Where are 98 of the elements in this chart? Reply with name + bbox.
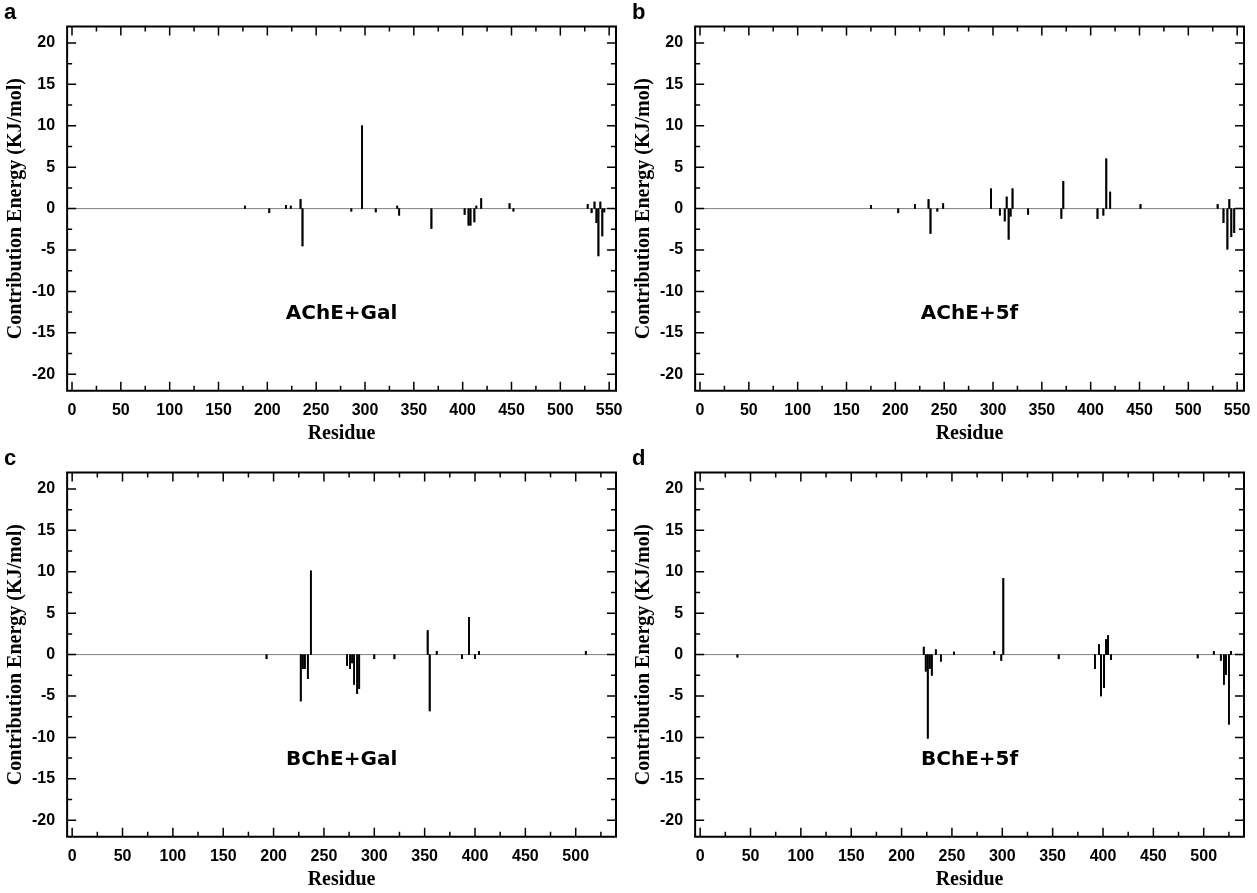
x-tick-label: 350 xyxy=(400,400,428,418)
x-tick-label: 400 xyxy=(461,846,489,864)
x-tick-label: 0 xyxy=(67,846,77,864)
x-tick-label: 100 xyxy=(787,846,815,864)
chart-title: d xyxy=(632,445,646,471)
y-tick-label: 20 xyxy=(665,479,684,497)
x-tick-label: 100 xyxy=(784,400,812,418)
x-tick-label: 450 xyxy=(1126,400,1153,418)
x-tick-label: 100 xyxy=(159,846,187,864)
y-tick-label: 20 xyxy=(37,33,56,51)
x-tick-label: 50 xyxy=(741,846,760,864)
y-tick-label: 15 xyxy=(37,520,56,538)
x-tick-label: 500 xyxy=(1190,846,1218,864)
annotation: AChE+5f xyxy=(920,300,1019,325)
y-tick-label: -5 xyxy=(40,686,56,704)
y-axis-title: Contribution Energy (KJ/mol) xyxy=(3,78,27,340)
y-tick-label: 20 xyxy=(665,33,684,51)
x-tick-label: 300 xyxy=(351,400,379,418)
y-tick-label: -20 xyxy=(660,810,684,828)
y-axis-title: Contribution Energy (KJ/mol) xyxy=(631,524,655,786)
x-tick-label: 300 xyxy=(988,846,1016,864)
y-axis-title: Contribution Energy (KJ/mol) xyxy=(631,78,655,340)
x-tick-label: 200 xyxy=(888,846,916,864)
y-tick-label: 10 xyxy=(37,116,56,134)
x-tick-label: 350 xyxy=(411,846,439,864)
y-axis-title: Contribution Energy (KJ/mol) xyxy=(3,524,27,786)
y-tick-label: 0 xyxy=(674,199,684,217)
y-tick-label: 0 xyxy=(46,645,56,663)
x-axis-title: Residue xyxy=(307,421,376,444)
x-tick-label: 250 xyxy=(302,400,330,418)
x-tick-label: 0 xyxy=(695,846,705,864)
y-tick-label: -10 xyxy=(660,727,684,745)
x-tick-label: 550 xyxy=(1223,400,1251,418)
y-tick-label: 5 xyxy=(46,157,56,175)
y-tick-label: -5 xyxy=(40,240,56,258)
x-axis-title: Residue xyxy=(935,867,1004,890)
y-tick-label: -5 xyxy=(668,686,684,704)
y-tick-label: -15 xyxy=(32,769,56,787)
x-tick-label: 450 xyxy=(498,400,525,418)
x-tick-label: 400 xyxy=(1077,400,1105,418)
x-tick-label: 450 xyxy=(1140,846,1167,864)
x-tick-label: 200 xyxy=(253,400,281,418)
x-tick-label: 100 xyxy=(156,400,184,418)
x-tick-label: 350 xyxy=(1039,846,1067,864)
y-tick-label: 20 xyxy=(37,479,56,497)
x-tick-label: 450 xyxy=(512,846,539,864)
x-tick-label: 250 xyxy=(930,400,958,418)
y-tick-label: 0 xyxy=(46,199,56,217)
annotation: BChE+Gal xyxy=(285,746,398,771)
chart-title: a xyxy=(4,0,17,25)
x-tick-label: 400 xyxy=(1089,846,1117,864)
y-tick-label: 5 xyxy=(674,603,684,621)
x-tick-label: 300 xyxy=(979,400,1007,418)
y-tick-label: 15 xyxy=(665,520,684,538)
y-tick-label: -15 xyxy=(32,323,56,341)
x-tick-label: 500 xyxy=(562,846,590,864)
x-tick-label: 200 xyxy=(881,400,909,418)
x-tick-label: 50 xyxy=(739,400,758,418)
x-tick-label: 500 xyxy=(1174,400,1202,418)
y-tick-label: 0 xyxy=(674,645,684,663)
y-tick-label: 5 xyxy=(674,157,684,175)
y-tick-label: -20 xyxy=(32,364,56,382)
y-tick-label: -15 xyxy=(660,769,684,787)
x-tick-label: 550 xyxy=(595,400,623,418)
x-tick-label: 200 xyxy=(260,846,288,864)
y-tick-label: -5 xyxy=(668,240,684,258)
x-tick-label: 0 xyxy=(695,400,705,418)
x-tick-label: 350 xyxy=(1028,400,1056,418)
x-tick-label: 400 xyxy=(449,400,477,418)
x-tick-label: 50 xyxy=(111,400,130,418)
x-tick-label: 150 xyxy=(837,846,865,864)
x-tick-label: 50 xyxy=(113,846,132,864)
y-tick-label: -10 xyxy=(660,281,684,299)
y-tick-label: 5 xyxy=(46,603,56,621)
x-tick-label: 150 xyxy=(205,400,232,418)
annotation: BChE+5f xyxy=(920,746,1019,771)
y-tick-label: 10 xyxy=(37,562,56,580)
x-axis-title: Residue xyxy=(935,421,1004,444)
x-tick-label: 250 xyxy=(938,846,966,864)
x-tick-label: 300 xyxy=(360,846,388,864)
y-tick-label: -20 xyxy=(660,364,684,382)
x-axis-title: Residue xyxy=(307,867,376,890)
annotation: AChE+Gal xyxy=(285,300,398,325)
x-tick-label: 500 xyxy=(546,400,574,418)
y-tick-label: -15 xyxy=(660,323,684,341)
y-tick-label: 15 xyxy=(665,74,684,92)
y-tick-label: -20 xyxy=(32,810,56,828)
y-tick-label: -10 xyxy=(32,281,56,299)
x-tick-label: 0 xyxy=(67,400,77,418)
y-tick-label: -10 xyxy=(32,727,56,745)
x-tick-label: 150 xyxy=(209,846,237,864)
x-tick-label: 150 xyxy=(833,400,860,418)
y-tick-label: 10 xyxy=(665,116,684,134)
chart-title: b xyxy=(632,0,646,25)
y-tick-label: 15 xyxy=(37,74,56,92)
x-tick-label: 250 xyxy=(310,846,338,864)
chart-title: c xyxy=(4,445,17,471)
y-tick-label: 10 xyxy=(665,562,684,580)
